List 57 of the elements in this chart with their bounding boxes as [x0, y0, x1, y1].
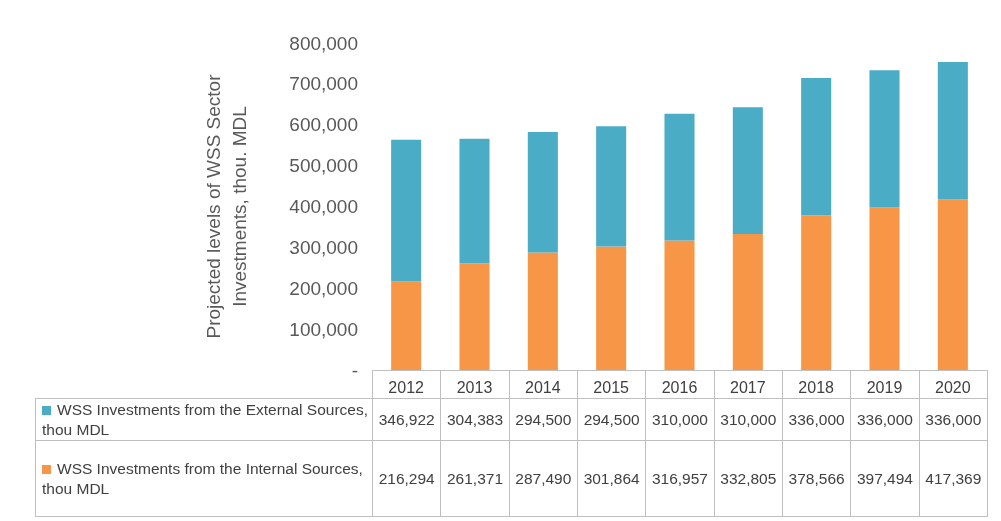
data-label: 261,371 [440, 440, 510, 517]
bar [596, 126, 627, 247]
data-label: 316,957 [645, 440, 715, 517]
bar [732, 233, 763, 370]
y-tick-label: 600,000 [289, 114, 358, 136]
bar [801, 77, 832, 216]
x-tick-label: 2019 [866, 378, 903, 396]
y-tick-label: 200,000 [289, 277, 358, 299]
data-label: 336,000 [919, 398, 988, 441]
y-tick-label: - [351, 359, 358, 381]
x-tick-label: 2016 [661, 378, 698, 396]
data-label: 301,864 [577, 440, 646, 517]
bar [664, 240, 695, 370]
y-tick-label: 500,000 [289, 155, 358, 177]
x-tick-label: 2015 [593, 378, 630, 396]
x-tick-label: 2018 [798, 378, 835, 396]
bar [869, 207, 900, 370]
data-label: 397,494 [850, 440, 920, 517]
y-tick-label: 400,000 [289, 196, 358, 217]
bar [664, 113, 695, 241]
legend-label: WSS Investments from the External Sources, thou MDL [35, 398, 373, 441]
data-label: 336,000 [782, 398, 851, 441]
bar [596, 246, 627, 370]
data-label: 287,490 [509, 440, 578, 517]
x-tick-label: 2017 [730, 378, 766, 396]
x-tick-label: 2012 [388, 378, 425, 396]
y-tick-label: 100,000 [289, 318, 358, 340]
bar [391, 139, 422, 282]
data-label: 332,805 [714, 440, 783, 517]
y-axis-title: Projected levels of WSS Sector Investments, thou. MDL [202, 73, 250, 339]
data-label: 346,922 [372, 398, 441, 441]
bar [801, 215, 832, 370]
data-label: 310,000 [645, 398, 715, 441]
data-label: 294,500 [509, 398, 578, 441]
data-label: 310,000 [714, 398, 783, 441]
bar [527, 252, 558, 370]
y-tick-label: 300,000 [289, 236, 358, 258]
bar [459, 138, 490, 264]
data-label: 417,369 [919, 440, 988, 517]
bar [937, 199, 968, 370]
x-tick-label: 2020 [935, 378, 971, 396]
bar [527, 132, 558, 253]
data-label: 304,383 [440, 398, 510, 441]
data-label: 336,000 [850, 398, 920, 441]
y-tick-label: 800,000 [289, 32, 358, 54]
bar [869, 70, 900, 208]
bar [459, 263, 490, 370]
data-label: 378,566 [782, 440, 851, 517]
bar [391, 281, 422, 370]
data-label: 294,500 [577, 398, 646, 441]
y-tick-label: 700,000 [289, 73, 358, 95]
data-label: 216,294 [372, 440, 441, 517]
bar [732, 107, 763, 234]
x-tick-label: 2013 [456, 378, 493, 396]
legend-label: WSS Investments from the Internal Sources, thou MDL [35, 440, 373, 517]
x-tick-label: 2014 [525, 378, 561, 396]
bar [937, 62, 968, 200]
